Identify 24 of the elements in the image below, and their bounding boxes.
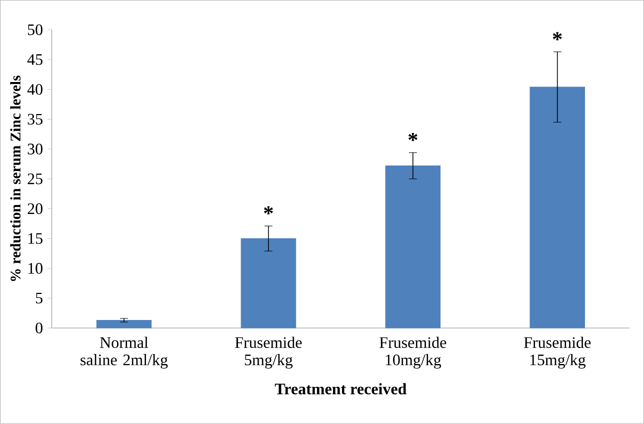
x-tick-label: Frusemide 10mg/kg <box>380 336 446 369</box>
y-tick-label: 45 <box>27 54 42 66</box>
bar <box>530 86 585 328</box>
y-tick-label: 15 <box>28 233 42 244</box>
y-tick-label: 50 <box>28 24 42 36</box>
annotation: * <box>552 32 562 40</box>
y-tick-label: 30 <box>28 144 42 155</box>
bar <box>240 238 296 328</box>
bar <box>385 166 441 328</box>
y-tick-label: 10 <box>28 263 42 274</box>
y-tick-label: 0 <box>36 322 42 334</box>
x-axis-title: Treatment received <box>274 383 407 394</box>
x-tick-label: Normal saline 2ml/kg <box>80 336 168 369</box>
x-tick-label: Frusemide 5mg/kg <box>235 336 302 369</box>
annotation: * <box>264 206 273 214</box>
y-tick-label: 25 <box>28 174 42 184</box>
bar <box>96 320 152 328</box>
x-tick-label: Frusemide 15mg/kg <box>524 336 591 369</box>
annotation: * <box>408 133 418 142</box>
y-tick-label: 5 <box>36 292 42 304</box>
y-axis-title: % reduction in serum Zinc levels <box>10 76 21 282</box>
y-tick-label: 20 <box>28 203 42 214</box>
y-tick-label: 40 <box>27 84 42 95</box>
y-tick-label: 35 <box>28 114 42 125</box>
